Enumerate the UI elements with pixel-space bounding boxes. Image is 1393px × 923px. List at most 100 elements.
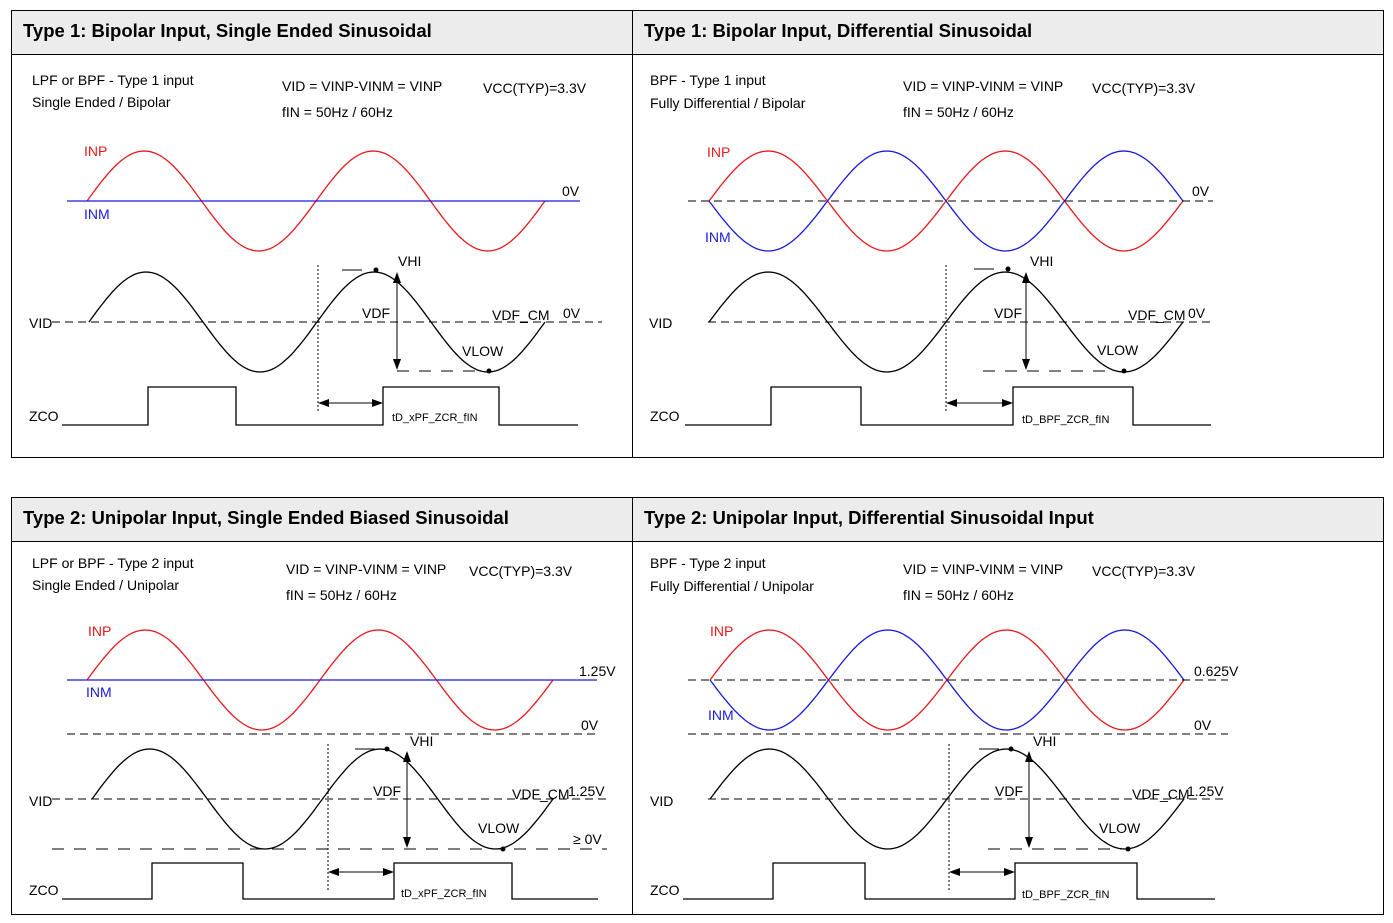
panel-title: Type 1: Bipolar Input, Single Ended Sinu… — [23, 20, 432, 41]
input-reference-label: 1.25V — [579, 663, 616, 679]
vid-equation: VID = VINP-VINM = VINP — [903, 561, 1064, 577]
inp-label: INP — [88, 623, 112, 639]
zco-label: ZCO — [650, 408, 680, 424]
vdf-arrow-up — [403, 751, 411, 762]
vid-equation: VID = VINP-VINM = VINP — [903, 78, 1064, 94]
vhi-point — [384, 746, 390, 752]
inm-label: INM — [84, 206, 110, 222]
panel-header: Type 1: Bipolar Input, Differential Sinu… — [633, 11, 1383, 55]
vdf-cm-label: VDF_CM — [492, 307, 550, 323]
vlow-point — [500, 846, 506, 852]
ground-reference-label: 0V — [581, 717, 599, 733]
vdf-arrow-down — [403, 837, 411, 848]
input-mode-description: Fully Differential / Unipolar — [650, 578, 814, 594]
fin-label: fIN = 50Hz / 60Hz — [286, 587, 397, 603]
panel-type2-single-ended: Type 2: Unipolar Input, Single Ended Bia… — [11, 497, 633, 915]
delay-arrow-right — [1004, 868, 1015, 876]
vlow-label: VLOW — [1097, 342, 1139, 358]
waveform-diagram — [685, 150, 1213, 426]
delay-arrow-left — [946, 399, 957, 407]
vdf-label: VDF — [373, 783, 401, 799]
vcc-label: VCC(TYP)=3.3V — [469, 563, 573, 579]
vlow-label: VLOW — [1099, 820, 1141, 836]
vid-equation: VID = VINP-VINM = VINP — [286, 561, 447, 577]
vlow-label: VLOW — [478, 820, 520, 836]
vdf-arrow-down — [1025, 837, 1033, 848]
input-reference-label: 0V — [562, 183, 580, 199]
zco-label: ZCO — [650, 882, 680, 898]
vdf-label: VDF — [362, 305, 390, 321]
input-mode-description: Fully Differential / Bipolar — [650, 95, 806, 111]
delay-arrow-left — [328, 868, 339, 876]
delay-arrow-left — [949, 868, 960, 876]
vdf-cm-value: 1.25V — [568, 783, 605, 799]
vcc-label: VCC(TYP)=3.3V — [1092, 563, 1196, 579]
fin-label: fIN = 50Hz / 60Hz — [282, 104, 393, 120]
panel-title: Type 1: Bipolar Input, Differential Sinu… — [644, 20, 1033, 41]
vdf-cm-value: 1.25V — [1187, 783, 1224, 799]
panel-type1-single-ended: Type 1: Bipolar Input, Single Ended Sinu… — [11, 10, 633, 458]
inp-label: INP — [707, 144, 731, 160]
vdf-cm-value: 0V — [563, 305, 581, 321]
vlow-point — [486, 368, 492, 374]
vdf-arrow-down — [1022, 359, 1030, 370]
filter-description: BPF - Type 1 input — [650, 72, 766, 88]
zco-waveform — [62, 862, 598, 900]
inp-label: INP — [84, 143, 108, 159]
vdf-arrow-up — [393, 272, 401, 283]
vdf-arrow-down — [393, 359, 401, 370]
vdf-label: VDF — [994, 305, 1022, 321]
vhi-label: VHI — [1030, 253, 1054, 269]
zco-label: ZCO — [29, 408, 59, 424]
ground-reference-label: 0V — [1194, 717, 1212, 733]
panel-header: Type 2: Unipolar Input, Differential Sin… — [633, 498, 1383, 542]
input-mode-description: Single Ended / Unipolar — [32, 577, 180, 593]
vhi-label: VHI — [410, 733, 434, 749]
inm-label: INM — [708, 707, 734, 723]
vhi-point — [1005, 266, 1011, 272]
panel-type1-differential: Type 1: Bipolar Input, Differential Sinu… — [632, 10, 1384, 458]
panel-header: Type 2: Unipolar Input, Single Ended Bia… — [12, 498, 632, 542]
vid-label: VID — [29, 793, 53, 809]
vdf-cm-label: VDF_CM — [1128, 307, 1186, 323]
input-reference-label: 0.625V — [1194, 663, 1239, 679]
input-reference-label: 0V — [1192, 183, 1210, 199]
waveform-diagram — [52, 629, 607, 900]
vdf-arrow-up — [1025, 751, 1033, 762]
delay-arrow-right — [1002, 399, 1013, 407]
inm-label: INM — [705, 229, 731, 245]
delay-label: tD_BPF_ZCR_fIN — [1022, 414, 1110, 426]
vdf-cm-label: VDF_CM — [512, 786, 570, 802]
vid-label: VID — [649, 315, 673, 331]
vcc-label: VCC(TYP)=3.3V — [1092, 80, 1196, 96]
vid-label: VID — [29, 315, 53, 331]
fin-label: fIN = 50Hz / 60Hz — [903, 587, 1014, 603]
vhi-label: VHI — [1033, 733, 1057, 749]
vdf-arrow-up — [1022, 272, 1030, 283]
vhi-label: VHI — [398, 253, 422, 269]
vlow-label: VLOW — [462, 343, 504, 359]
delay-label: tD_xPF_ZCR_fIN — [392, 412, 478, 424]
vid-waveform — [91, 748, 554, 850]
vhi-point — [1008, 746, 1014, 752]
vhi-point — [373, 267, 379, 273]
inm-label: INM — [86, 684, 112, 700]
vcc-label: VCC(TYP)=3.3V — [483, 80, 587, 96]
panel-title: Type 2: Unipolar Input, Differential Sin… — [644, 507, 1094, 528]
vid-equation: VID = VINP-VINM = VINP — [282, 78, 443, 94]
zco-waveform — [62, 386, 578, 426]
vlow-value: ≥ 0V — [573, 831, 602, 847]
delay-arrow-left — [318, 399, 329, 407]
fin-label: fIN = 50Hz / 60Hz — [903, 104, 1014, 120]
vdf-cm-label: VDF_CM — [1132, 786, 1190, 802]
vlow-point — [1125, 846, 1131, 852]
filter-description: LPF or BPF - Type 2 input — [32, 555, 194, 571]
inm-waveform — [708, 150, 1184, 252]
zco-label: ZCO — [29, 882, 59, 898]
delay-label: tD_BPF_ZCR_fIN — [1022, 889, 1110, 901]
inp-label: INP — [710, 623, 734, 639]
vid-label: VID — [650, 793, 674, 809]
waveform-diagram — [683, 629, 1228, 900]
vlow-point — [1121, 368, 1127, 374]
waveform-diagram — [52, 150, 602, 426]
